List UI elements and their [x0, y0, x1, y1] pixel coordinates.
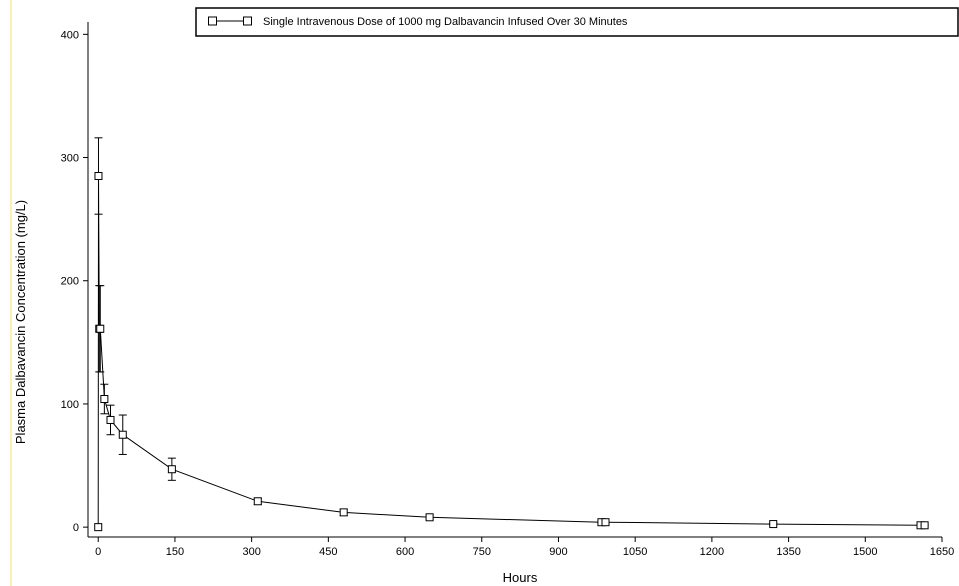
legend-label: Single Intravenous Dose of 1000 mg Dalba…: [263, 16, 628, 28]
data-point-marker: [94, 523, 103, 532]
legend: Single Intravenous Dose of 1000 mg Dalba…: [195, 7, 959, 37]
data-point-marker: [100, 395, 109, 404]
y-axis-ticks: 0 100 200 300 400: [61, 29, 88, 534]
x-tick-label: 1350: [776, 546, 800, 558]
data-point-marker: [118, 430, 127, 439]
x-tick-label: 900: [549, 546, 567, 558]
series-layer: [94, 137, 929, 532]
data-point-marker: [920, 521, 929, 530]
x-tick-label: 450: [319, 546, 337, 558]
data-point-marker: [769, 520, 778, 529]
legend-marker-left: [208, 16, 217, 26]
data-point-marker: [339, 508, 348, 517]
x-tick-label: 1200: [700, 546, 724, 558]
data-point-marker: [253, 497, 262, 506]
x-tick-label: 1650: [930, 546, 954, 558]
legend-marker-right: [243, 16, 252, 26]
x-axis-ticks: 0 150 300 450 600 750 900 1050 1200 1350 1500 1650: [95, 537, 954, 558]
x-tick-label: 150: [166, 546, 184, 558]
data-point-marker: [94, 172, 103, 181]
data-point-marker: [106, 415, 115, 424]
data-point-marker: [167, 465, 176, 474]
y-tick-label: 200: [61, 276, 79, 288]
y-tick-label: 0: [73, 522, 79, 534]
data-point-marker: [425, 513, 434, 522]
y-axis-title: Plasma Dalbavancin Concentration (mg/L): [13, 200, 28, 444]
x-axis-title: Hours: [503, 570, 538, 585]
x-tick-label: 0: [95, 546, 101, 558]
x-tick-label: 600: [396, 546, 414, 558]
y-tick-label: 400: [61, 29, 79, 41]
y-tick-label: 100: [61, 399, 79, 411]
data-point-marker: [96, 324, 105, 333]
plot-area: 0 150 300 450 600 750 900 1050 1200 1350 1500 1650 …: [61, 22, 954, 558]
legend-box: [195, 7, 959, 37]
x-tick-label: 1500: [853, 546, 877, 558]
x-tick-label: 750: [473, 546, 491, 558]
series-line: [97, 175, 925, 528]
y-tick-label: 300: [61, 153, 79, 165]
x-tick-label: 1050: [623, 546, 647, 558]
x-tick-label: 300: [242, 546, 260, 558]
data-point-marker: [601, 518, 610, 527]
